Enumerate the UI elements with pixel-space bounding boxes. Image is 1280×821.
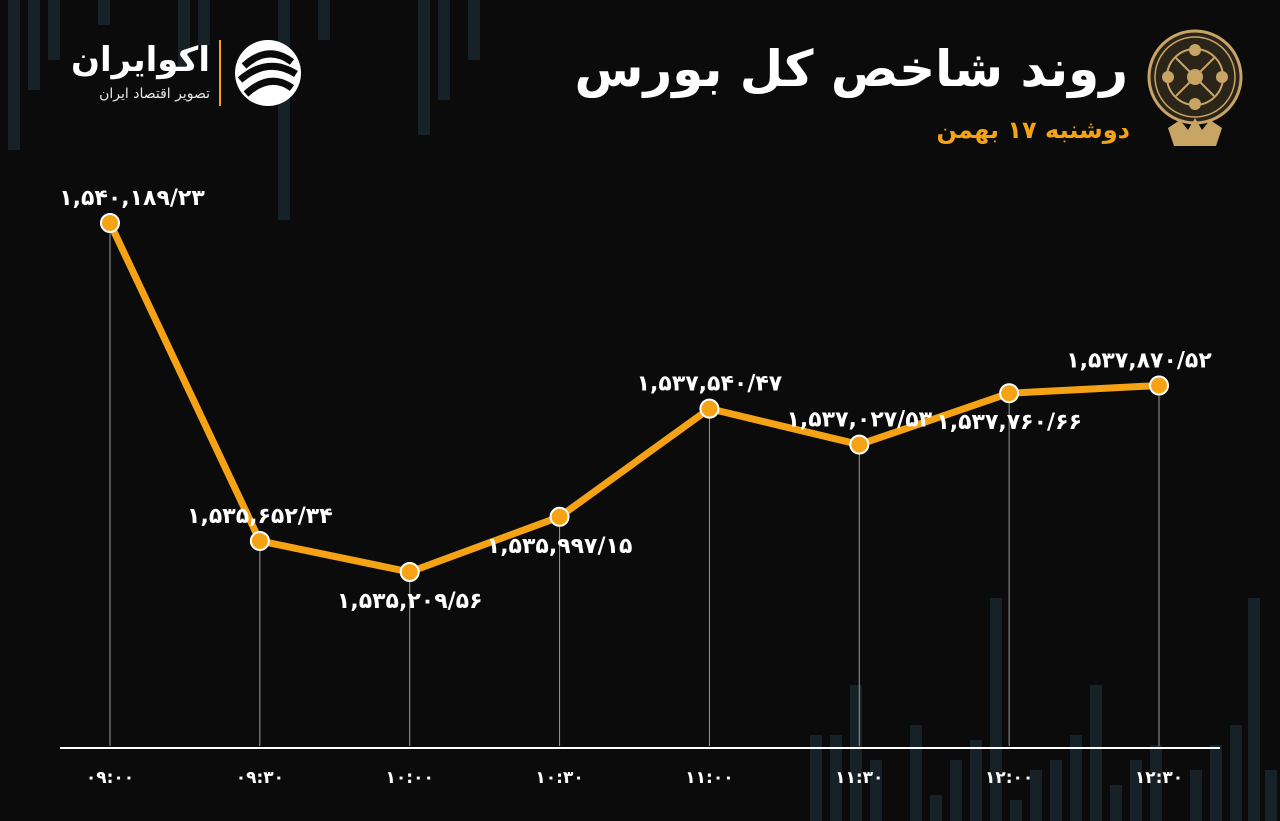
background-candle: [930, 795, 942, 821]
data-labels: ۱,۵۴۰,۱۸۹/۲۳ ۱,۵۳۵,۶۵۲/۳۴ ۱,۵۳۵,۲۰۹/۵۶ ۱,۵۳…: [59, 186, 1212, 614]
ecoiran-logo-icon: [235, 40, 301, 106]
data-point: [1149, 375, 1169, 396]
background-candle: [1050, 760, 1062, 821]
data-label: ۱,۵۳۷,۰۲۷/۵۳: [786, 408, 932, 433]
data-point: [549, 506, 570, 527]
background-candle: [1070, 735, 1082, 821]
background-candle: [830, 735, 842, 821]
background-candle: [1130, 760, 1142, 821]
background-candle: [950, 760, 962, 821]
data-point: [399, 562, 420, 582]
background-candle: [810, 735, 822, 821]
x-tick-label: ۱۲:۰۰: [985, 768, 1033, 788]
brand-name: اکوایران: [71, 40, 210, 80]
x-tick-label: ۰۹:۳۰: [236, 768, 284, 788]
data-label: ۱,۵۳۷,۷۶۰/۶۶: [936, 410, 1082, 435]
background-candle: [1230, 725, 1242, 821]
x-tick-label: ۰۹:۰۰: [86, 768, 134, 788]
background-candle: [178, 0, 190, 70]
data-point: [100, 213, 120, 233]
data-label: ۱,۵۳۵,۶۵۲/۳۴: [187, 504, 333, 529]
background-candle: [48, 0, 60, 60]
background-candle: [1190, 770, 1202, 821]
background-candle: [8, 0, 20, 150]
background-candle: [438, 0, 450, 100]
x-tick-label: ۱۱:۳۰: [835, 768, 883, 788]
background-candle: [318, 0, 330, 40]
data-label: ۱,۵۴۰,۱۸۹/۲۳: [59, 186, 205, 211]
drop-lines: [109, 233, 1160, 746]
data-point: [249, 530, 270, 551]
series-line: [106, 219, 1163, 576]
data-point: [849, 434, 870, 455]
data-point: [699, 398, 720, 419]
data-label: ۱,۵۳۷,۵۴۰/۴۷: [637, 372, 783, 397]
background-candle: [990, 598, 1002, 821]
background-candle: [870, 760, 882, 821]
background-candle: [418, 0, 430, 135]
background-candle: [1150, 745, 1162, 821]
background-candles: [8, 0, 1277, 821]
background-candle: [850, 685, 862, 821]
background-candle: [1248, 598, 1260, 821]
background-candle: [1110, 785, 1122, 821]
data-point: [999, 383, 1020, 404]
x-tick-label: ۱۰:۳۰: [535, 768, 583, 788]
x-tick-label: ۱۲:۳۰: [1135, 768, 1183, 788]
logo-divider: [219, 40, 221, 106]
background-candle: [98, 0, 110, 25]
background-candle: [1265, 770, 1277, 821]
background-candle: [28, 0, 40, 90]
x-tick-labels: ۰۹:۰۰ ۰۹:۳۰ ۱۰:۰۰ ۱۰:۳۰ ۱۱:۰۰ ۱۱:۳۰ ۱۲:۰۰ ۱۲:۳۰: [86, 768, 1183, 788]
background-candle: [1030, 770, 1042, 821]
background-candle: [970, 740, 982, 821]
x-tick-label: ۱۱:۰۰: [685, 768, 733, 788]
background-candle: [1010, 800, 1022, 821]
chart-title: روند شاخص کل بورس: [574, 40, 1128, 98]
data-label: ۱,۵۳۷,۸۷۰/۵۲: [1066, 349, 1212, 374]
x-tick-label: ۱۰:۰۰: [386, 768, 434, 788]
background-candle: [198, 0, 210, 45]
background-candle: [468, 0, 480, 60]
stock-exchange-emblem-icon: [1147, 29, 1243, 146]
background-candle: [278, 0, 290, 220]
data-label: ۱,۵۳۵,۲۰۹/۵۶: [337, 589, 483, 614]
data-points: [100, 213, 1169, 582]
background-candle: [1090, 685, 1102, 821]
chart-subtitle-date: دوشنبه ۱۷ بهمن: [936, 116, 1130, 144]
data-label: ۱,۵۳۵,۹۹۷/۱۵: [487, 534, 633, 559]
brand-tagline: تصویر اقتصاد ایران: [99, 86, 210, 102]
background-candle: [1210, 745, 1222, 821]
background-candle: [910, 725, 922, 821]
